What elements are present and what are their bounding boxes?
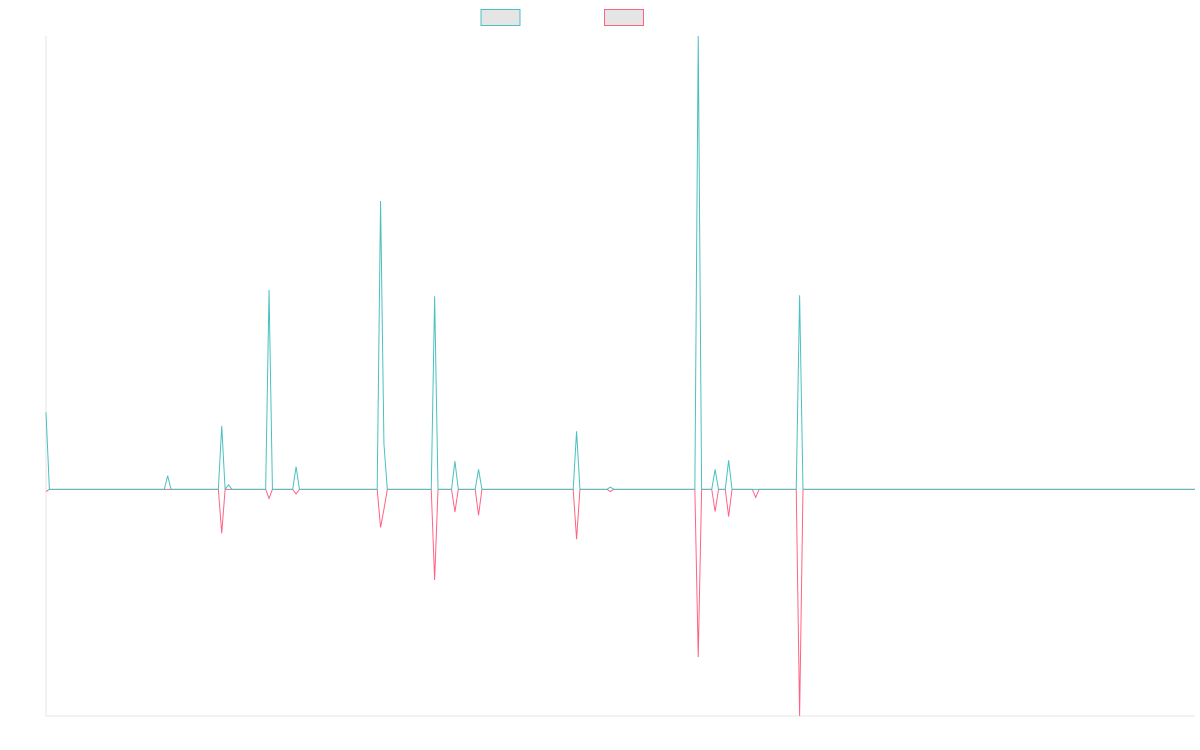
legend-swatch — [480, 9, 521, 26]
line-series — [45, 35, 1195, 491]
legend-swatch — [604, 9, 644, 26]
line-series — [45, 488, 1195, 717]
